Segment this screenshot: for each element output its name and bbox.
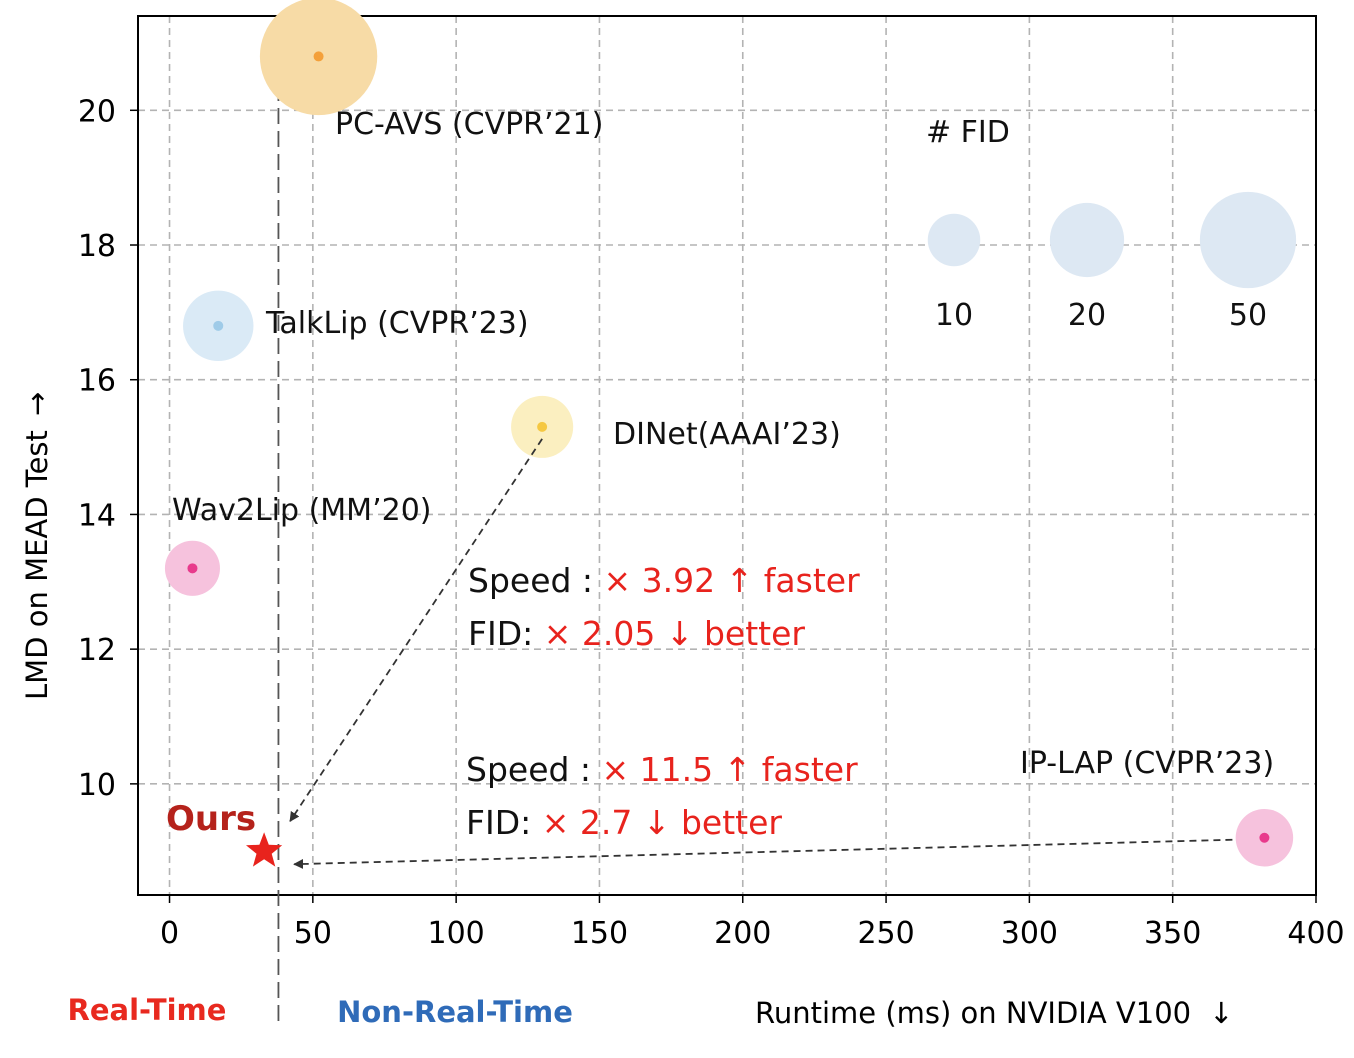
legend-label-50: 50 xyxy=(1229,298,1267,333)
label-dinet: DINet(AAAI’23) xyxy=(613,417,841,452)
plot-frame xyxy=(137,15,1317,896)
annotation-dinet-speed: Speed : × 3.92 ↑ faster xyxy=(468,561,860,600)
y-tick-label: 16 xyxy=(78,364,116,399)
x-tick-label: 150 xyxy=(571,916,628,951)
x-tick-label: 300 xyxy=(1001,916,1058,951)
y-tick-label: 18 xyxy=(78,229,116,264)
x-axis-title: Runtime (ms) on NVIDIA V100 ↓ xyxy=(755,996,1233,1030)
y-tick-label: 14 xyxy=(78,498,116,533)
x-tick-label: 0 xyxy=(160,916,179,951)
comparison-arrows xyxy=(289,438,1233,869)
x-tick-label: 50 xyxy=(294,916,332,951)
arrow-iplap-to-ours xyxy=(293,838,1233,869)
point-ours-star xyxy=(246,832,283,867)
axis-ticks: 0 50 100 150 200 250 300 350 400 10 12 14 16 18 20 xyxy=(78,94,1345,951)
y-axis-arrow: → xyxy=(20,392,54,416)
legend xyxy=(927,191,1297,289)
annotation-iplap-speed-prefix: Speed : xyxy=(466,750,602,789)
legend-bubble-10 xyxy=(927,213,981,267)
annotation-iplap-speed-value: × 11.5 ↑ faster xyxy=(602,750,859,789)
bubble-center-0 xyxy=(313,51,324,62)
x-tick-label: 100 xyxy=(428,916,485,951)
data-points xyxy=(164,0,1294,867)
annotation-iplap-fid-value: × 2.7 ↓ better xyxy=(542,803,783,842)
y-axis-title: LMD on MEAD Test → xyxy=(20,392,54,700)
y-tick-label: 12 xyxy=(78,633,116,668)
x-axis-arrow: ↓ xyxy=(1209,996,1233,1030)
annotation-iplap-fid-prefix: FID: xyxy=(466,803,542,842)
y-tick-label: 20 xyxy=(78,94,116,129)
legend-bubble-20 xyxy=(1049,202,1125,278)
region-real-time: Real-Time xyxy=(68,993,227,1027)
bubble-center-1 xyxy=(213,320,224,331)
legend-label-10: 10 xyxy=(935,298,973,333)
y-axis-title-text: LMD on MEAD Test xyxy=(20,430,54,700)
annotation-iplap-speed: Speed : × 11.5 ↑ faster xyxy=(466,750,858,789)
annotation-dinet-speed-value: × 3.92 ↑ faster xyxy=(604,561,861,600)
x-tick-label: 200 xyxy=(714,916,771,951)
annotation-iplap-fid: FID: × 2.7 ↓ better xyxy=(466,803,782,842)
annotation-dinet-fid: FID: × 2.05 ↓ better xyxy=(468,614,805,653)
bubble-center-2 xyxy=(537,421,548,432)
annotation-dinet-fid-value: × 2.05 ↓ better xyxy=(544,614,806,653)
label-ours: Ours xyxy=(166,799,256,839)
label-talklip: TalkLip (CVPR’23) xyxy=(265,306,529,341)
label-ip-lap: IP-LAP (CVPR’23) xyxy=(1020,746,1274,781)
label-pc-avs: PC-AVS (CVPR’21) xyxy=(335,107,603,142)
region-non-real-time: Non-Real-Time xyxy=(337,995,573,1029)
x-tick-label: 400 xyxy=(1287,916,1344,951)
x-tick-label: 350 xyxy=(1144,916,1201,951)
x-tick-label: 250 xyxy=(857,916,914,951)
legend-title: # FID xyxy=(926,115,1010,150)
bubble-center-4 xyxy=(1259,832,1270,843)
label-wav2lip: Wav2Lip (MM’20) xyxy=(172,493,431,528)
legend-label-20: 20 xyxy=(1068,298,1106,333)
legend-bubble-50 xyxy=(1199,191,1297,289)
bubble-center-3 xyxy=(187,563,198,574)
annotation-dinet-speed-prefix: Speed : xyxy=(468,561,604,600)
annotation-dinet-fid-prefix: FID: xyxy=(468,614,544,653)
x-axis-title-text: Runtime (ms) on NVIDIA V100 xyxy=(755,996,1191,1030)
y-tick-label: 10 xyxy=(78,768,116,803)
arrow-dinet-to-ours xyxy=(289,438,543,823)
